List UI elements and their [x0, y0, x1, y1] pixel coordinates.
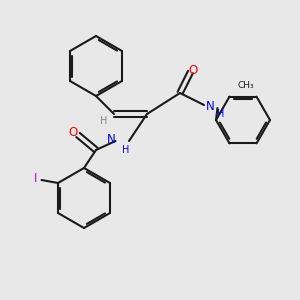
Text: CH₃: CH₃ — [238, 81, 254, 90]
Text: H: H — [217, 109, 224, 119]
Text: N: N — [107, 133, 116, 146]
Text: H: H — [100, 116, 107, 127]
Text: O: O — [189, 64, 198, 77]
Text: I: I — [34, 172, 37, 185]
Text: O: O — [68, 125, 77, 139]
Text: H: H — [122, 145, 130, 155]
Text: N: N — [206, 100, 214, 113]
